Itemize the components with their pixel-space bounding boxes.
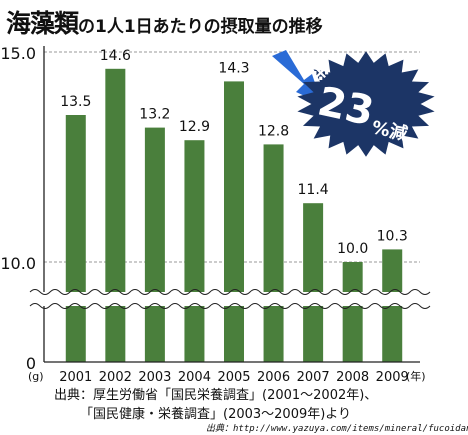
- data-label: 10.3: [377, 228, 408, 244]
- bar: [65, 115, 86, 362]
- axis-break-line: [29, 303, 431, 309]
- x-tick-label: 2008: [336, 370, 369, 385]
- x-tick-label: 2003: [138, 370, 171, 385]
- bar: [184, 140, 205, 362]
- badge-prefix: ※: [312, 64, 330, 85]
- x-tick-label: 2001: [59, 370, 92, 385]
- axes: 15.0 10.0 0 2001 2002 2003 2004 2005 2006 2007 200…: [0, 44, 431, 385]
- y-unit-label: (g): [28, 370, 44, 383]
- y-tick-label: 0: [26, 354, 36, 373]
- axis-break-band: [30, 292, 430, 306]
- badge-value: 23: [314, 79, 378, 136]
- source-line-1: 出典：厚生労働省「国民栄養調査」(2001〜2002年)、: [54, 388, 378, 403]
- chart-title: 海藻類の1人1日あたりの摂取量の推移: [6, 4, 323, 40]
- chart-title-main: 海藻類: [6, 9, 79, 38]
- starburst-icon: [297, 51, 435, 157]
- bar: [144, 127, 165, 362]
- y-tick-label: 10.0: [0, 254, 36, 273]
- x-tick-label: 2007: [297, 370, 330, 385]
- source-url: 出典：http://www.yazuya.com/items/mineral/f…: [206, 424, 468, 434]
- axis-break-line: [29, 289, 431, 295]
- data-label: 12.9: [179, 119, 210, 135]
- bar: [105, 68, 126, 363]
- x-tick-label: 2002: [99, 370, 132, 385]
- data-label: 10.0: [337, 241, 368, 257]
- arrow-icon: [272, 50, 322, 104]
- x-tick-label: 2006: [257, 370, 290, 385]
- x-tick-label: 2005: [217, 370, 250, 385]
- source-note: 出典：厚生労働省「国民栄養調査」(2001〜2002年)、 「国民健康・栄養調査…: [54, 386, 377, 424]
- data-label: 14.3: [218, 60, 249, 76]
- data-label: 14.6: [100, 48, 131, 64]
- data-label: 11.4: [298, 182, 329, 198]
- reduction-badge: ※23%減: [272, 50, 435, 157]
- bar: [303, 203, 324, 362]
- y-tick-label: 15.0: [0, 44, 36, 63]
- bar: [342, 262, 363, 362]
- x-tick-label: 2004: [178, 370, 211, 385]
- x-tick-label: 2009: [376, 370, 409, 385]
- data-label: 13.2: [139, 107, 170, 123]
- x-unit-label: (年): [406, 369, 426, 383]
- source-line-2: 「国民健康・栄養調査」(2003〜2009年)より: [80, 407, 352, 422]
- bar: [224, 81, 244, 363]
- data-label: 12.8: [258, 123, 289, 139]
- data-label: 13.5: [60, 94, 91, 110]
- chart-title-rest: の1人1日あたりの摂取量の推移: [78, 17, 323, 37]
- bar: [263, 144, 284, 362]
